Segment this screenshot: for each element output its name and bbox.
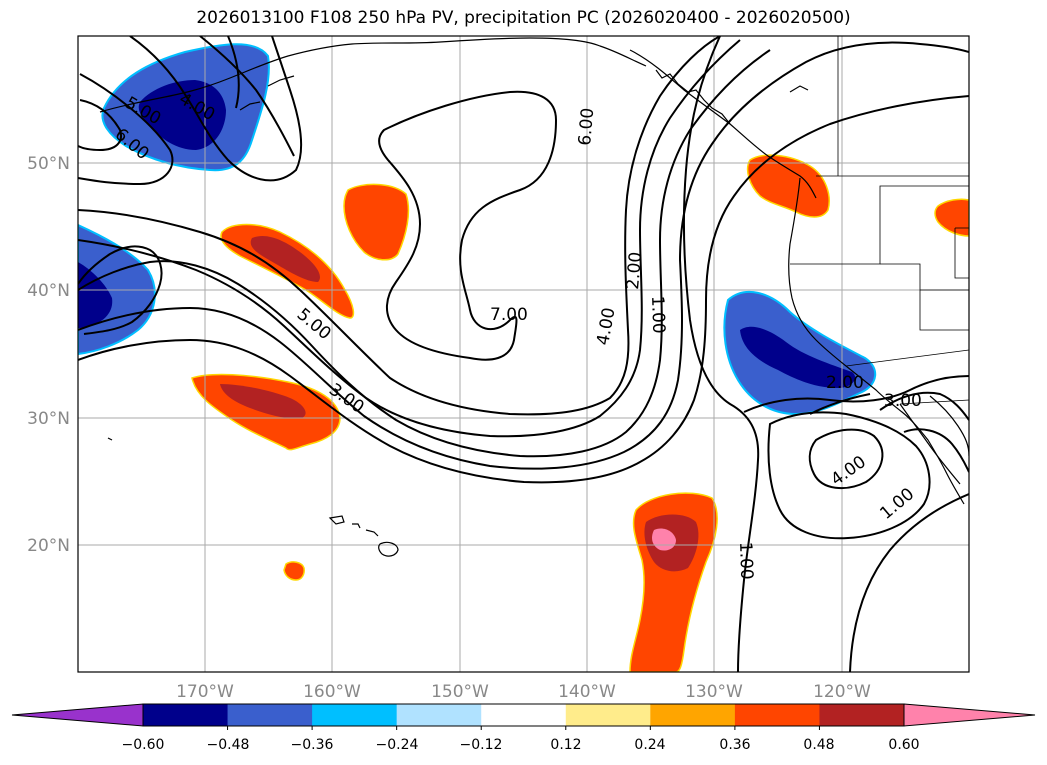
colorbar-labels: −0.60 −0.48 −0.36 −0.24 −0.12 0.12 0.24 … <box>122 737 920 753</box>
precip-field-2 <box>343 183 410 261</box>
colorbar-swatch <box>396 704 482 726</box>
colorbar-swatch <box>819 704 905 726</box>
longitude-labels: 170°W 160°W 150°W 140°W 130°W 120°W <box>176 682 871 702</box>
pv-label: 4.00 <box>593 306 619 347</box>
lat-label: 50°N <box>27 154 70 174</box>
colorbar-swatch <box>312 704 398 726</box>
lon-label: 160°W <box>303 682 361 702</box>
political-borders <box>790 36 969 405</box>
pv-label: 1.00 <box>876 484 918 524</box>
pv-label: 6.00 <box>575 107 598 146</box>
colorbar-label: −0.48 <box>207 737 250 753</box>
colorbar <box>11 703 1036 730</box>
pv-label: 5.00 <box>293 305 335 345</box>
coastlines <box>99 37 969 557</box>
colorbar-swatch <box>650 704 736 726</box>
colorbar-label: −0.60 <box>122 737 165 753</box>
precip-positive-fields <box>191 154 969 672</box>
colorbar-frame <box>142 703 905 727</box>
lat-label: 30°N <box>27 409 70 429</box>
colorbar-label: −0.24 <box>376 737 419 753</box>
colorbar-label: 0.60 <box>888 737 919 753</box>
colorbar-swatch <box>143 704 229 726</box>
colorbar-extension-low <box>11 703 144 727</box>
lon-label: 120°W <box>813 682 871 702</box>
colorbar-swatch <box>227 704 313 726</box>
map-title: 2026013100 F108 250 hPa PV, precipitatio… <box>196 8 851 28</box>
precip-field-1 <box>220 223 355 319</box>
pv-label: 1.00 <box>735 541 756 580</box>
colorbar-label: −0.36 <box>291 737 334 753</box>
latitude-labels: 50°N 40°N 30°N 20°N <box>27 154 70 556</box>
pv-label: 7.00 <box>490 305 528 325</box>
map-content: 5.00 4.00 6.00 5.00 3.00 7.00 6.00 4.00 … <box>78 36 969 672</box>
pv-label: 4.00 <box>827 452 869 490</box>
pv-contours <box>78 36 969 672</box>
pv-label: 1.00 <box>647 295 668 334</box>
colorbar-label: 0.24 <box>634 737 665 753</box>
lon-label: 150°W <box>431 682 489 702</box>
colorbar-label: 0.12 <box>550 737 581 753</box>
map-frame <box>77 35 970 673</box>
colorbar-swatch <box>481 704 567 726</box>
precip-negative-fields <box>78 43 877 416</box>
lon-label: 140°W <box>558 682 616 702</box>
lat-label: 40°N <box>27 281 70 301</box>
precip-field-6 <box>746 154 830 218</box>
colorbar-label: −0.12 <box>460 737 503 753</box>
colorbar-swatch <box>734 704 820 726</box>
precip-field-7 <box>934 198 969 237</box>
colorbar-swatch <box>565 704 651 726</box>
lon-label: 130°W <box>685 682 743 702</box>
colorbar-label: 0.36 <box>719 737 750 753</box>
pv-label: 3.00 <box>884 391 922 411</box>
precip-field-4 <box>283 561 305 581</box>
lat-label: 20°N <box>27 536 70 556</box>
colorbar-extension-high <box>903 703 1036 727</box>
lon-label: 170°W <box>176 682 234 702</box>
pv-label: 2.00 <box>623 251 646 290</box>
pv-label: 2.00 <box>826 373 864 393</box>
colorbar-label: 0.48 <box>803 737 834 753</box>
